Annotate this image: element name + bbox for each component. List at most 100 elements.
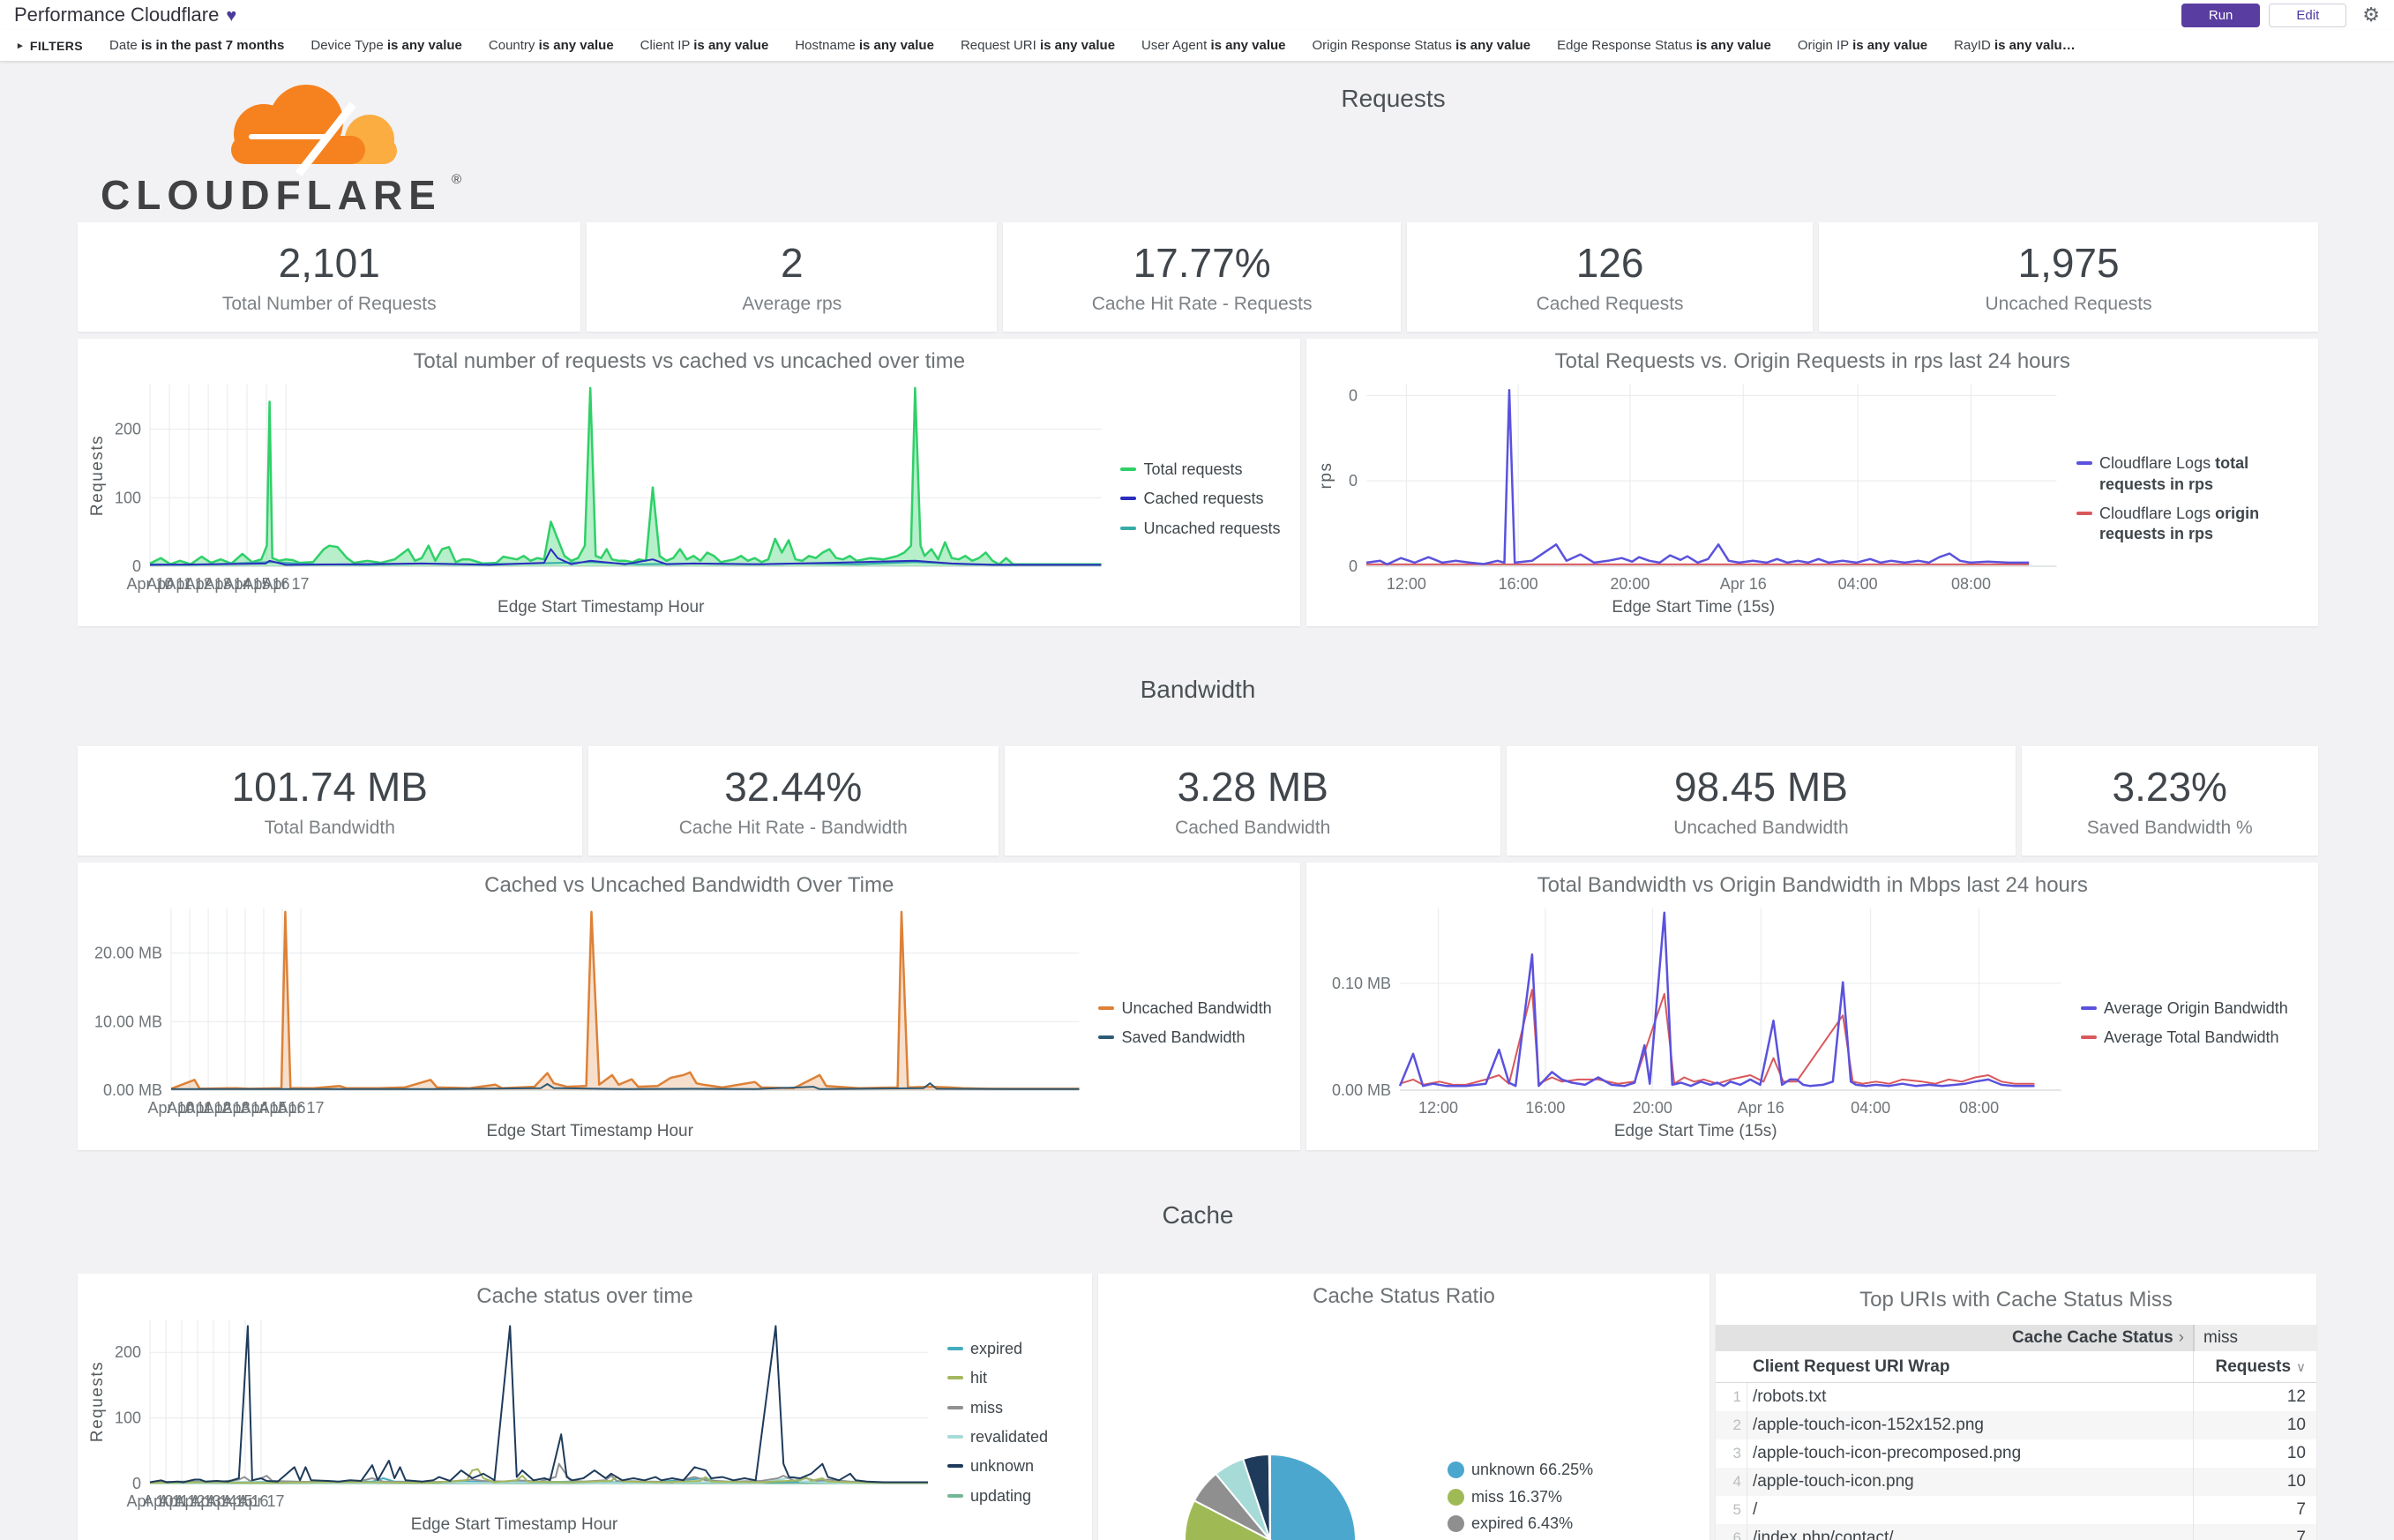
- svg-text:Apr 10: Apr 10: [126, 575, 173, 593]
- filter-item-edge-response-status[interactable]: Edge Response Status is any value: [1557, 38, 1771, 53]
- metric-value[interactable]: 32.44%: [724, 764, 863, 810]
- run-button[interactable]: Run: [2181, 3, 2261, 27]
- requests-column-header[interactable]: Requests ∨: [2193, 1351, 2316, 1382]
- sort-desc-icon: ∨: [2296, 1359, 2306, 1375]
- filter-item-device-type[interactable]: Device Type is any value: [310, 38, 462, 53]
- filter-item-client-ip[interactable]: Client IP is any value: [640, 38, 769, 53]
- legend-item-uncached-requests[interactable]: Uncached requests: [1120, 519, 1291, 539]
- chart-title: Total Requests vs. Origin Requests in rp…: [1554, 349, 2070, 373]
- pie-slice-unknown[interactable]: [1197, 1453, 1357, 1540]
- uri-column-header[interactable]: Client Request URI Wrap: [1753, 1357, 1950, 1376]
- legend-item-uncached-bandwidth[interactable]: Uncached Bandwidth: [1098, 998, 1291, 1019]
- rps-24h-chart[interactable]: 12:00 16:00 20:00 Apr 16 04:00 08:00 0 0 0 rps: [1315, 376, 2071, 596]
- chart-legend: Average Origin Bandwidth Average Total Ba…: [2076, 900, 2309, 1147]
- legend-item-total-requests[interactable]: Total requests: [1120, 460, 1291, 480]
- legend-item-revalidated[interactable]: revalidated: [947, 1427, 1083, 1447]
- svg-text:200: 200: [115, 421, 141, 438]
- requests-cell[interactable]: 10: [2193, 1411, 2316, 1439]
- pivot-field[interactable]: Cache Cache Status ›: [1716, 1325, 2193, 1351]
- metric-value[interactable]: 98.45 MB: [1673, 764, 1848, 810]
- cloudflare-logo: CLOUDFLARE ®: [78, 71, 462, 225]
- legend-item-hit[interactable]: hit: [947, 1368, 1083, 1388]
- requests-cell[interactable]: 7: [2193, 1496, 2316, 1524]
- svg-text:Apr 16: Apr 16: [221, 1492, 268, 1510]
- metric-label: Cached Requests: [1536, 294, 1684, 314]
- svg-text:Apr 12: Apr 12: [185, 1099, 232, 1117]
- svg-text:Apr 16: Apr 16: [1738, 1099, 1784, 1117]
- metric-tile-cached-requests: 126 Cached Requests: [1407, 222, 1814, 332]
- legend-item-unknown[interactable]: unknown 66.25%: [1448, 1460, 1701, 1480]
- metric-value[interactable]: 2,101: [278, 240, 380, 286]
- dashboard-body: CLOUDFLARE ® Requests 2,101 Total Number …: [0, 62, 2394, 1540]
- legend-item-average-total-bandwidth[interactable]: Average Total Bandwidth: [2081, 1028, 2309, 1048]
- table-row: 6/index.php/contact/7: [1716, 1524, 2316, 1540]
- expander-icon: ▸: [18, 41, 23, 51]
- legend-item-unknown[interactable]: unknown: [947, 1456, 1083, 1476]
- filter-item-rayid[interactable]: RayID is any valu…: [1954, 38, 2076, 53]
- app-header: Performance Cloudflare ♥ Run Edit ⚙: [0, 0, 2394, 30]
- metric-value[interactable]: 3.23%: [2112, 764, 2227, 810]
- section-heading-cache: Cache: [1162, 1201, 1234, 1229]
- legend-item-miss[interactable]: miss: [947, 1398, 1083, 1418]
- chart-tile-mbps-24h: Total Bandwidth vs Origin Bandwidth in M…: [1306, 863, 2318, 1150]
- legend-item-origin-requests-in-rps[interactable]: Cloudflare Logs origin requests in rps: [2076, 504, 2309, 545]
- legend-item-total-requests-in-rps[interactable]: Cloudflare Logs total requests in rps: [2076, 453, 2309, 495]
- filter-item-date[interactable]: Date is in the past 7 months: [109, 38, 285, 53]
- uri-cell: /apple-touch-icon-precomposed.png: [1753, 1444, 2022, 1462]
- filter-item-request-uri[interactable]: Request URI is any value: [960, 38, 1116, 53]
- metric-value[interactable]: 2: [781, 240, 804, 286]
- requests-cell[interactable]: 7: [2193, 1524, 2316, 1540]
- svg-text:rps: rps: [1317, 462, 1335, 490]
- gear-icon[interactable]: ⚙: [2362, 4, 2380, 26]
- filters-toggle[interactable]: ▸ FILTERS: [18, 39, 83, 53]
- pivot-header: Cache Cache Status › miss: [1716, 1325, 2316, 1351]
- pivot-field-label: Cache Cache Status: [2011, 1328, 2173, 1347]
- filters-label: FILTERS: [29, 38, 84, 53]
- x-axis-label: Edge Start Time (15s): [1612, 598, 1776, 617]
- cache-status-ratio-pie[interactable]: [1107, 1427, 1442, 1540]
- pivot-value[interactable]: miss: [2193, 1325, 2316, 1351]
- pie-slice-miss[interactable]: [1183, 1499, 1273, 1540]
- legend-label: revalidated: [970, 1428, 1049, 1446]
- requests-cell[interactable]: 12: [2193, 1383, 2316, 1411]
- edit-button[interactable]: Edit: [2269, 3, 2347, 27]
- metric-value[interactable]: 101.74 MB: [231, 764, 428, 810]
- legend-label: Average Total Bandwidth: [2104, 1028, 2279, 1046]
- requests-cell[interactable]: 10: [2193, 1468, 2316, 1496]
- svg-text:Apr 11: Apr 11: [167, 1099, 213, 1117]
- legend-item-saved-bandwidth[interactable]: Saved Bandwidth: [1098, 1028, 1291, 1048]
- chart-tile-cache-status: Cache status over time Apr 10 Apr 11 Apr 1…: [78, 1274, 1092, 1540]
- requests-header-row: CLOUDFLARE ® Requests: [78, 71, 2318, 222]
- filter-item-hostname[interactable]: Hostname is any value: [795, 38, 934, 53]
- filter-item-country[interactable]: Country is any value: [488, 38, 614, 53]
- filter-item-user-agent[interactable]: User Agent is any value: [1141, 38, 1286, 53]
- chart-title: Cache status over time: [476, 1284, 693, 1308]
- legend-label: miss 16.37%: [1471, 1487, 1563, 1506]
- svg-text:10.00 MB: 10.00 MB: [94, 1013, 162, 1030]
- legend-item-updating[interactable]: updating: [947, 1486, 1083, 1506]
- requests-cell[interactable]: 10: [2193, 1439, 2316, 1468]
- mbps-24h-chart[interactable]: 12:00 16:00 20:00 Apr 16 04:00 08:00 0.00 MB 0.…: [1315, 900, 2076, 1120]
- svg-text:0.10 MB: 0.10 MB: [1332, 975, 1391, 992]
- legend-item-average-origin-bandwidth[interactable]: Average Origin Bandwidth: [2081, 998, 2309, 1019]
- metric-value[interactable]: 1,975: [2017, 240, 2120, 286]
- filter-item-origin-response-status[interactable]: Origin Response Status is any value: [1312, 38, 1531, 53]
- metric-tile-uncached-requests: 1,975 Uncached Requests: [1819, 222, 2318, 332]
- legend-swatch: [947, 1346, 963, 1350]
- legend-label: hit: [970, 1369, 988, 1387]
- pie-slice-updating[interactable]: [1268, 1453, 1271, 1540]
- svg-text:04:00: 04:00: [1852, 1099, 1891, 1117]
- metric-value[interactable]: 126: [1575, 240, 1644, 286]
- chart-tile-requests-over-time: Total number of requests vs cached vs un…: [78, 339, 1301, 626]
- section-heading-requests: Requests: [1341, 85, 1446, 112]
- legend-item-expired[interactable]: expired 6.43%: [1448, 1514, 1701, 1534]
- metric-value[interactable]: 3.28 MB: [1177, 764, 1328, 810]
- legend-item-cached-requests[interactable]: Cached requests: [1120, 489, 1291, 509]
- legend-item-miss[interactable]: miss 16.37%: [1448, 1487, 1701, 1507]
- metric-value[interactable]: 17.77%: [1133, 240, 1271, 286]
- legend-item-expired[interactable]: expired: [947, 1339, 1083, 1359]
- filter-item-origin-ip[interactable]: Origin IP is any value: [1797, 38, 1928, 53]
